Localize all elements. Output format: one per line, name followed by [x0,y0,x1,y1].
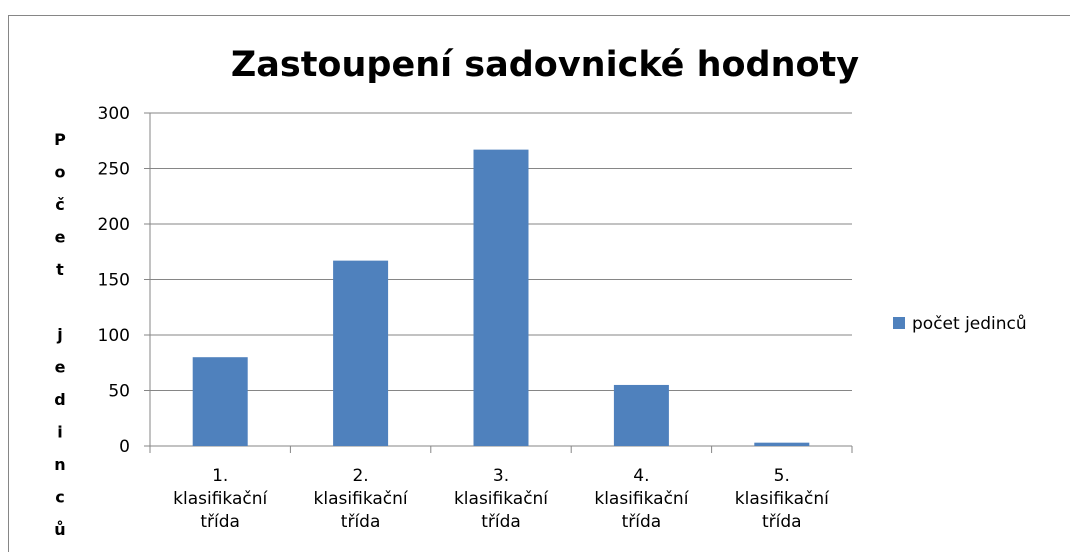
bar [614,385,669,446]
legend-swatch [893,317,905,329]
y-tick-label: 50 [108,382,130,402]
y-tick-label: 200 [98,215,130,235]
chart-border [9,16,1070,553]
bar [474,150,529,446]
y-tick-label: 150 [98,271,130,291]
y-tick-label: 100 [98,326,130,346]
bar [193,357,248,446]
chart-title: Zastoupení sadovnické hodnoty [231,45,859,85]
y-tick-label: 300 [98,104,130,124]
legend-label: počet jedinců [912,314,1027,334]
y-tick-label: 0 [119,437,130,457]
y-tick-label: 250 [98,160,130,180]
bar [754,443,809,446]
bar [333,261,388,446]
